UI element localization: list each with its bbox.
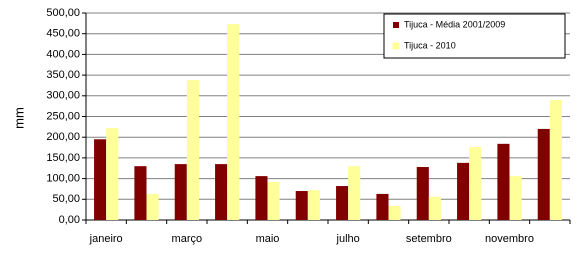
bar — [497, 143, 510, 220]
bar — [376, 193, 389, 220]
bar — [537, 128, 550, 220]
bar — [348, 166, 361, 220]
y-axis-label: mm — [11, 107, 26, 129]
bar — [186, 80, 199, 221]
y-tick-label: 0,00 — [59, 214, 80, 226]
bar — [549, 99, 562, 220]
bar — [336, 186, 349, 220]
y-tick-label: 350,00 — [46, 69, 80, 81]
bar — [106, 128, 119, 220]
y-tick-label: 150,00 — [46, 152, 80, 164]
legend-label: Tijuca - Média 2001/2009 — [404, 19, 505, 29]
legend-label: Tijuca - 2010 — [404, 40, 456, 50]
legend-box — [383, 13, 566, 59]
bar — [457, 162, 470, 220]
bar — [469, 147, 482, 220]
bar — [307, 190, 320, 220]
bar — [255, 176, 268, 220]
y-tick-label: 400,00 — [46, 48, 80, 60]
x-tick-label: setembro — [406, 233, 452, 245]
x-tick-label: novembro — [485, 233, 534, 245]
x-tick-label: julho — [336, 233, 360, 245]
bar — [509, 176, 522, 220]
bar — [295, 191, 308, 220]
y-tick-label: 250,00 — [46, 110, 80, 122]
x-tick-label: março — [172, 233, 203, 245]
bar — [134, 166, 147, 220]
y-tick-label: 300,00 — [46, 90, 80, 102]
bar — [146, 193, 159, 220]
bar — [267, 181, 280, 220]
bar — [227, 24, 240, 221]
bar — [174, 164, 187, 220]
x-tick-label: maio — [256, 233, 280, 245]
bar — [428, 196, 441, 220]
y-tick-label: 50,00 — [52, 193, 80, 205]
legend-swatch — [393, 22, 399, 28]
bar — [416, 167, 429, 220]
y-tick-label: 200,00 — [46, 131, 80, 143]
y-tick-label: 450,00 — [46, 28, 80, 40]
bar — [215, 164, 228, 220]
bar — [388, 205, 401, 220]
legend-swatch — [392, 42, 400, 50]
x-tick-label: janeiro — [89, 233, 123, 245]
bar — [94, 139, 107, 220]
y-tick-label: 100,00 — [46, 173, 80, 185]
y-tick-label: 500,00 — [46, 7, 80, 19]
